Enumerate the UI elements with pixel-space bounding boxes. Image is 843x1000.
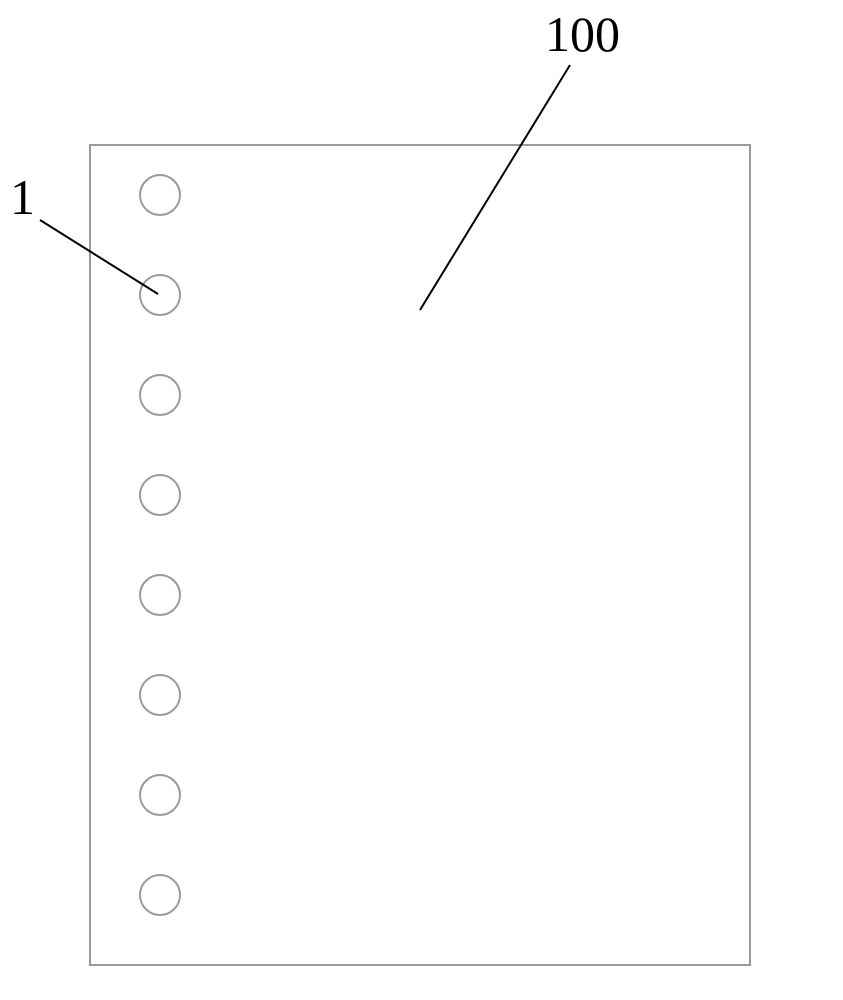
hole-circle [140,575,180,615]
hole-circle [140,875,180,915]
hole-circle [140,675,180,715]
hole-circle [140,375,180,415]
hole-circle [140,275,180,315]
technical-diagram [0,0,843,1000]
label-hole: 1 [10,168,35,226]
hole-circle [140,475,180,515]
hole-circle [140,775,180,815]
leader-line-hole [40,220,158,294]
leader-line-body [420,65,570,310]
hole-circle [140,175,180,215]
main-body-rect [90,145,750,965]
label-body: 100 [545,5,620,63]
